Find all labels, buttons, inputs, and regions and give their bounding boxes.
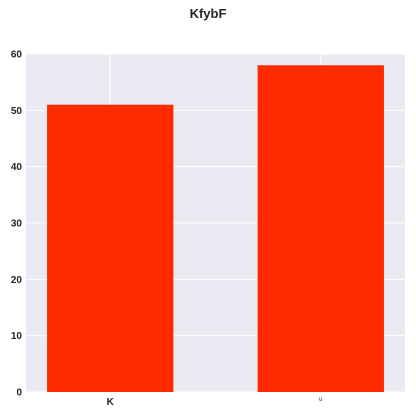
chart-title: KfybF bbox=[190, 6, 227, 21]
bar-K bbox=[47, 104, 174, 392]
y-tick-label-60: 60 bbox=[11, 50, 23, 61]
x-tick-label-u: u bbox=[319, 397, 322, 403]
y-tick-label-0: 0 bbox=[16, 388, 22, 399]
y-tick-label-10: 10 bbox=[11, 331, 23, 342]
y-axis-ticks: 0 10 20 30 40 50 60 bbox=[11, 50, 23, 399]
y-tick-label-50: 50 bbox=[11, 106, 23, 117]
bars bbox=[47, 65, 384, 393]
y-tick-label-40: 40 bbox=[11, 162, 23, 173]
x-tick-label-K: K bbox=[107, 397, 115, 408]
bar-u bbox=[257, 65, 384, 393]
y-tick-label-20: 20 bbox=[11, 275, 23, 286]
y-tick-label-30: 30 bbox=[11, 219, 23, 230]
